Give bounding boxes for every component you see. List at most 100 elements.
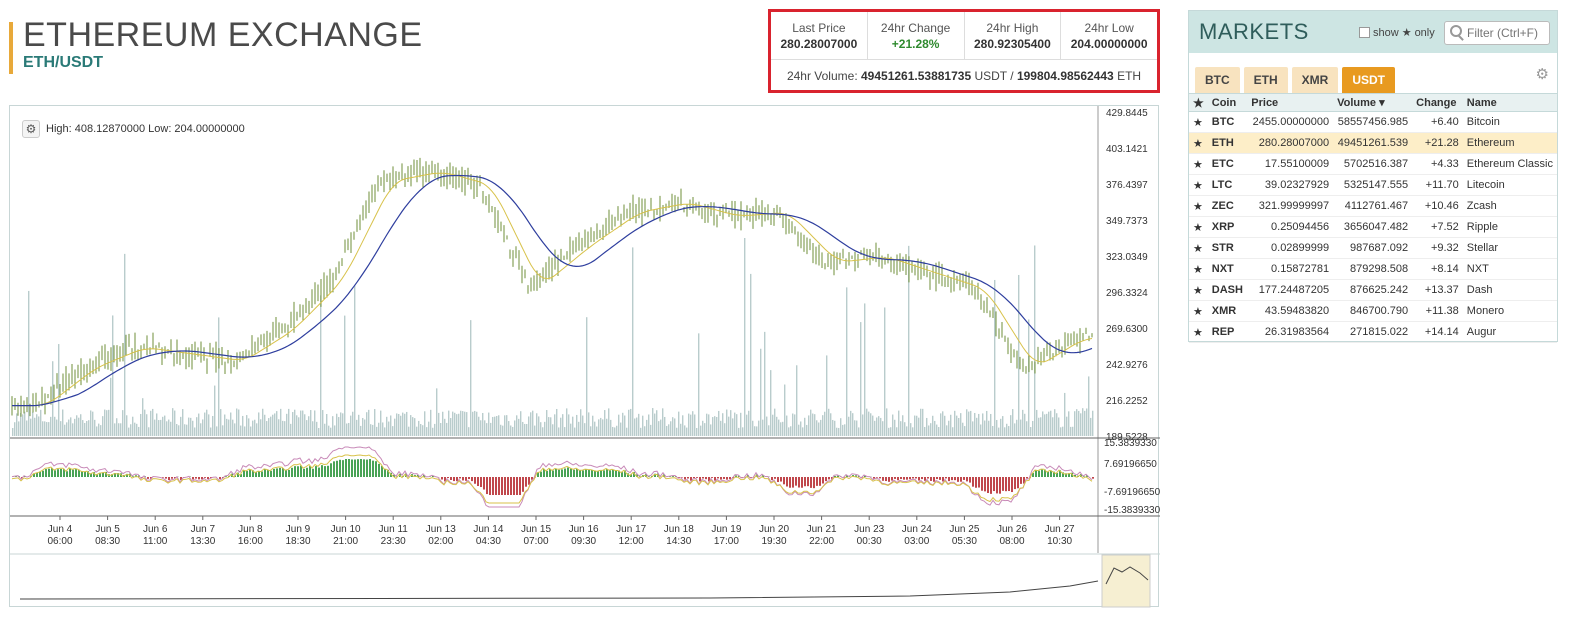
volume-bar xyxy=(334,425,336,436)
oscillator-bar xyxy=(90,473,92,477)
chart-settings-gear-icon[interactable]: ⚙ xyxy=(22,120,40,138)
volume-bar xyxy=(144,409,146,436)
volume-bar xyxy=(764,331,766,436)
oscillator-bar xyxy=(876,477,878,478)
oscillator-bar xyxy=(801,477,803,488)
show-starred-only-toggle[interactable]: show ★ only xyxy=(1359,26,1435,39)
col-volume[interactable]: Volume ▾ xyxy=(1333,93,1413,112)
volume-bar xyxy=(832,419,834,436)
tab-eth[interactable]: ETH xyxy=(1243,67,1288,93)
oscillator-bar xyxy=(609,470,611,477)
market-row[interactable]: ★ LTC 39.02327929 5325147.555 +11.70 Litecoin xyxy=(1189,174,1557,196)
volume-bar xyxy=(1032,420,1034,436)
tab-btc[interactable]: BTC xyxy=(1195,67,1240,93)
oscillator-bar xyxy=(96,474,98,477)
favorite-star-icon[interactable]: ★ xyxy=(1189,132,1208,154)
markets-settings-gear-icon[interactable]: ⚙ xyxy=(1535,66,1549,83)
volume-bar xyxy=(160,419,162,436)
market-row[interactable]: ★ NXT 0.15872781 879298.508 +8.14 NXT xyxy=(1189,258,1557,280)
oscillator-bar xyxy=(726,477,728,480)
volume-bar xyxy=(360,425,362,436)
market-row[interactable]: ★ BTC 2455.00000000 58557456.985 +6.40 Bitcoi… xyxy=(1189,111,1557,133)
market-row[interactable]: ★ ZEC 321.99999997 4112761.467 +10.46 Zcash xyxy=(1189,195,1557,217)
oscillator-bar xyxy=(984,477,986,492)
chart-canvas[interactable]: 429.8445 403.1421 376.4397 349.7373 323.0349… xyxy=(10,106,1160,608)
oscillator-bar xyxy=(711,477,713,478)
time-label-date: Jun 10 xyxy=(331,524,361,535)
favorite-star-icon[interactable]: ★ xyxy=(1189,216,1208,238)
volume-bar xyxy=(356,419,358,436)
volume-bar xyxy=(1070,426,1072,436)
market-row[interactable]: ★ DASH 177.24487205 876625.242 +13.37 Dash xyxy=(1189,279,1557,301)
volume-bar xyxy=(766,416,768,436)
time-label-time: 12:00 xyxy=(619,536,644,547)
oscillator-bar xyxy=(318,467,320,477)
market-row[interactable]: ★ XMR 43.59483820 846700.790 +11.38 Monero xyxy=(1189,300,1557,322)
oscillator-bar xyxy=(246,470,248,477)
volume-bar xyxy=(600,417,602,436)
favorite-star-icon[interactable]: ★ xyxy=(1189,195,1208,217)
volume-bar xyxy=(180,416,182,436)
volume-bar xyxy=(266,421,268,436)
volume-bar xyxy=(492,416,494,436)
favorite-star-icon[interactable]: ★ xyxy=(1189,153,1208,175)
market-row[interactable]: ★ STR 0.02899999 987687.092 +9.32 Stellar xyxy=(1189,237,1557,259)
star-column-header[interactable]: ★ xyxy=(1189,93,1208,112)
favorite-star-icon[interactable]: ★ xyxy=(1189,258,1208,280)
volume-bar xyxy=(584,423,586,436)
price-chart[interactable]: 429.8445 403.1421 376.4397 349.7373 323.0349… xyxy=(9,105,1160,608)
volume-bar xyxy=(802,427,804,436)
volume-bar xyxy=(740,412,742,436)
oscillator-bar xyxy=(1014,477,1016,490)
volume-bar xyxy=(712,417,714,436)
favorite-star-icon[interactable]: ★ xyxy=(1189,111,1208,133)
oscillator-bar xyxy=(747,475,749,477)
col-price[interactable]: Price xyxy=(1247,93,1334,112)
volume-bar xyxy=(258,412,260,436)
oscillator-bar xyxy=(546,470,548,477)
favorite-star-icon[interactable]: ★ xyxy=(1189,321,1208,343)
market-coin: ETH xyxy=(1207,132,1248,154)
oscillator-bar xyxy=(453,477,455,482)
time-label-time: 00:30 xyxy=(857,536,882,547)
volume-bar xyxy=(876,417,878,436)
tab-usdt[interactable]: USDT xyxy=(1342,67,1396,93)
oscillator-bar xyxy=(204,477,206,478)
oscillator-bar xyxy=(540,471,542,477)
volume-bar xyxy=(126,415,128,436)
volume-bar xyxy=(794,414,796,436)
market-row[interactable]: ★ REP 26.31983564 271815.022 +14.14 Augur xyxy=(1189,321,1557,343)
starred-only-checkbox[interactable] xyxy=(1359,27,1370,38)
volume-bar xyxy=(52,361,54,436)
volume-bar xyxy=(610,419,612,436)
volume-bar xyxy=(366,412,368,436)
volume-bar xyxy=(194,427,196,436)
volume-bar xyxy=(296,415,298,436)
market-row[interactable]: ★ XRP 0.25094456 3656047.482 +7.52 Ripple xyxy=(1189,216,1557,238)
col-change[interactable]: Change xyxy=(1412,93,1463,112)
oscillator-bar xyxy=(294,466,296,477)
volume-bar xyxy=(522,421,524,436)
col-coin[interactable]: Coin xyxy=(1207,93,1248,112)
favorite-star-icon[interactable]: ★ xyxy=(1189,237,1208,259)
col-name[interactable]: Name xyxy=(1462,93,1557,112)
favorite-star-icon[interactable]: ★ xyxy=(1189,300,1208,322)
oscillator-bar xyxy=(303,468,305,477)
oscillator-bar xyxy=(1044,469,1046,477)
market-row[interactable]: ★ ETH 280.28007000 49451261.539 +21.28 Ethere… xyxy=(1189,132,1557,154)
volume-bar xyxy=(216,426,218,436)
oscillator-bar xyxy=(906,477,908,480)
market-volume: 987687.092 xyxy=(1333,237,1413,259)
tab-xmr[interactable]: XMR xyxy=(1291,67,1339,93)
oscillator-bar xyxy=(936,477,938,480)
market-row[interactable]: ★ ETC 17.55100009 5702516.387 +4.33 Ethereum … xyxy=(1189,153,1557,175)
oscillator-bar xyxy=(699,477,701,482)
favorite-star-icon[interactable]: ★ xyxy=(1189,174,1208,196)
volume-bar xyxy=(150,410,152,436)
volume-bar xyxy=(648,414,650,436)
oscillator-bar xyxy=(309,466,311,477)
volume-bar xyxy=(750,273,752,436)
volume-bar xyxy=(574,427,576,436)
volume-bar xyxy=(220,409,222,436)
favorite-star-icon[interactable]: ★ xyxy=(1189,279,1208,301)
